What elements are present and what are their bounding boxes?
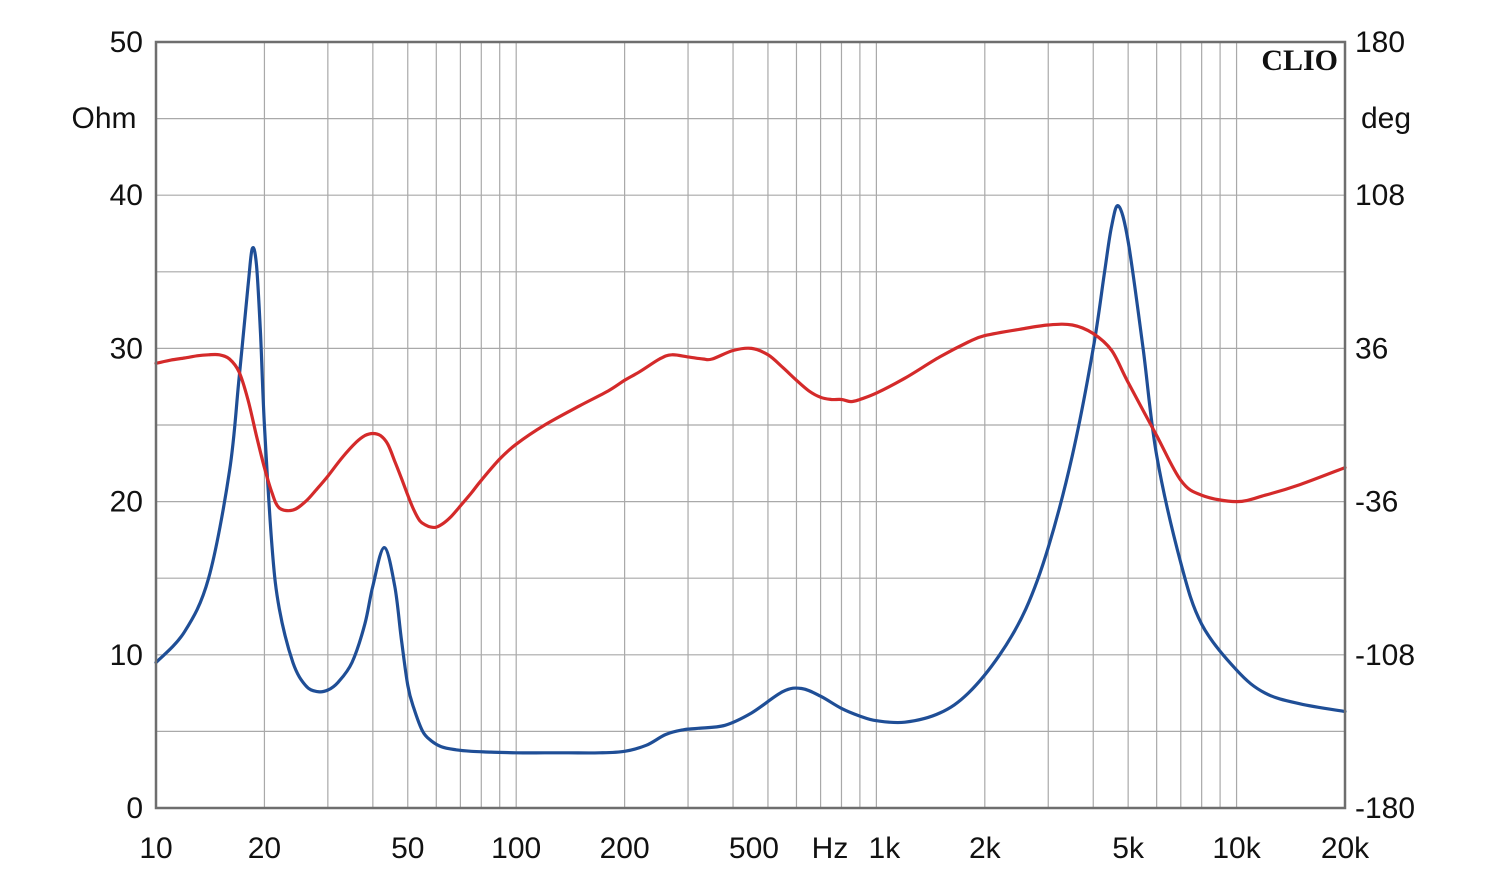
y-left-tick-labels: 0 10 20 30 40 50	[110, 26, 143, 825]
x-tick-label: 100	[491, 832, 541, 865]
x-tick-label: 20k	[1321, 832, 1370, 865]
right-axis-unit: deg	[1361, 102, 1411, 135]
phase-series-line	[154, 322, 1347, 530]
x-tick-label: 5k	[1112, 832, 1145, 865]
clio-brand-label: CLIO	[1261, 44, 1338, 77]
x-tick-label: 20	[248, 832, 281, 865]
y-right-tick-label: -180	[1355, 792, 1415, 825]
y-left-tick-label: 10	[110, 639, 143, 672]
x-tick-label: 50	[391, 832, 424, 865]
grid	[156, 42, 1345, 808]
y-left-tick-label: 40	[110, 179, 143, 212]
plot-frame	[154, 40, 1347, 810]
y-right-tick-labels: -180 -108 -36 36 108 180	[1355, 26, 1415, 825]
y-left-tick-label: 30	[110, 332, 143, 365]
x-tick-label: 10	[139, 832, 172, 865]
x-tick-label: 2k	[969, 832, 1002, 865]
left-axis-unit: Ohm	[71, 102, 136, 135]
x-tick-label: 1k	[869, 832, 902, 865]
impedance-series-line	[154, 203, 1347, 755]
y-left-tick-label: 0	[126, 792, 143, 825]
series-layer	[154, 203, 1347, 755]
y-left-tick-label: 50	[110, 26, 143, 59]
y-right-tick-label: 36	[1355, 332, 1388, 365]
x-tick-label: 10k	[1212, 832, 1261, 865]
y-right-tick-label: 180	[1355, 26, 1405, 59]
y-left-tick-label: 20	[110, 486, 143, 519]
y-right-tick-label: -108	[1355, 639, 1415, 672]
x-tick-labels: 10 20 50 100 200 500 1k 2k 5k 10k 20k	[139, 832, 1370, 865]
x-tick-label: 200	[600, 832, 650, 865]
y-right-tick-label: -36	[1355, 486, 1398, 519]
x-axis-unit: Hz	[812, 832, 849, 865]
x-tick-label: 500	[729, 832, 779, 865]
y-right-tick-label: 108	[1355, 179, 1405, 212]
